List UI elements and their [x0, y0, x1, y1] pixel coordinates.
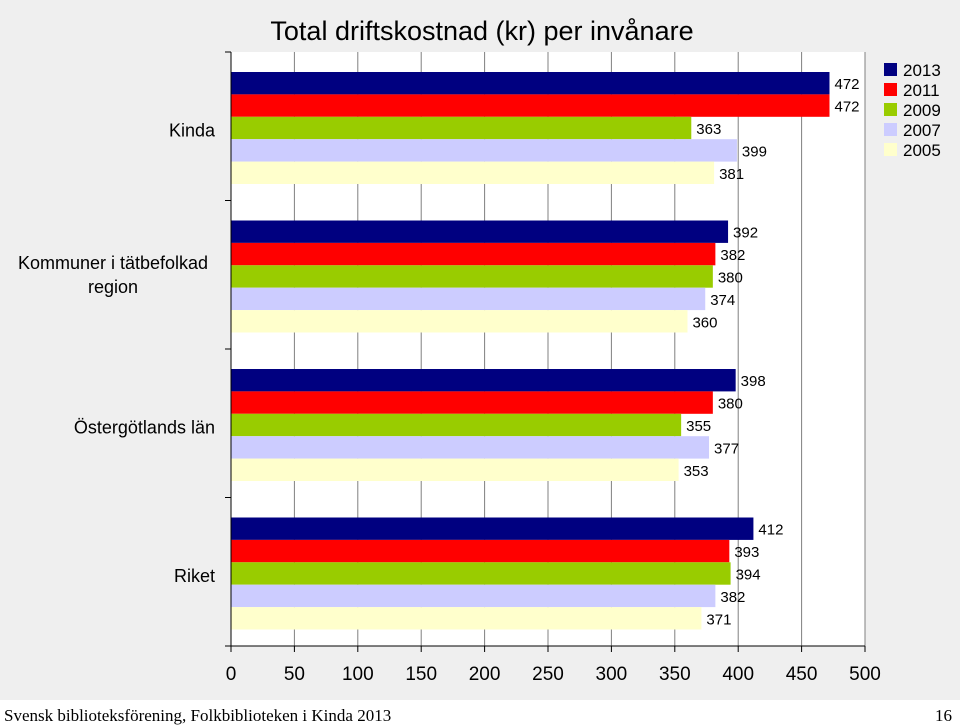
data-label: 392	[733, 225, 758, 242]
legend-label: 2013	[903, 61, 941, 80]
legend-label: 2011	[903, 81, 940, 100]
legend-label: 2005	[903, 141, 941, 160]
bar	[231, 242, 716, 266]
legend-swatch	[884, 143, 897, 156]
category-label: Riket	[174, 566, 215, 586]
x-tick-label: 150	[405, 664, 437, 685]
data-label: 394	[736, 567, 761, 584]
data-label: 371	[706, 611, 731, 628]
bar	[231, 139, 737, 162]
bar	[231, 413, 682, 437]
data-label: 380	[718, 396, 743, 413]
x-tick-label: 400	[722, 664, 754, 685]
bars	[231, 72, 830, 630]
legend-swatch	[884, 123, 897, 136]
footer-text: Svensk biblioteksförening, Folkbibliotek…	[4, 706, 392, 725]
bar	[231, 539, 730, 563]
legend-label: 2007	[903, 121, 941, 140]
bar	[231, 310, 688, 333]
x-tick-label: 50	[284, 664, 305, 685]
data-label: 360	[692, 314, 717, 331]
data-label: 382	[720, 589, 745, 606]
data-label: 374	[710, 292, 735, 309]
bar	[231, 517, 754, 540]
bar	[231, 265, 713, 288]
x-tick-label: 0	[226, 664, 237, 685]
data-label: 380	[718, 270, 743, 287]
data-label: 472	[834, 99, 859, 116]
category-labels: Kinda Kommuner i tätbefolkad region Östergö…	[18, 120, 216, 586]
value-labels: 4724723633993813923823803743603983803553…	[684, 76, 860, 628]
legend-label: 2009	[903, 101, 941, 120]
bar	[231, 72, 830, 95]
x-tick-label: 350	[659, 664, 691, 685]
legend-swatch	[884, 103, 897, 116]
data-label: 381	[719, 166, 744, 183]
x-tick-label: 250	[532, 664, 564, 685]
category-label: Östergötlands län	[74, 417, 215, 437]
chart-title: Total driftskostnad (kr) per invånare	[270, 16, 693, 46]
data-label: 363	[696, 121, 721, 138]
bar	[231, 369, 736, 392]
data-label: 398	[741, 373, 766, 390]
data-label: 472	[834, 76, 859, 93]
bar	[231, 94, 830, 117]
page-number: 16	[935, 706, 952, 725]
x-axis: 0 50 100 150 200 250 300 350 400 450 500	[225, 51, 881, 685]
data-label: 353	[684, 463, 709, 480]
bar-chart: Total driftskostnad (kr) per invånare 47…	[18, 16, 941, 685]
bar	[231, 436, 710, 459]
data-label: 399	[742, 143, 767, 160]
bar	[231, 220, 729, 243]
bar	[231, 562, 731, 585]
data-label: 377	[714, 440, 739, 457]
bar	[231, 287, 706, 311]
x-tick-label: 100	[342, 664, 374, 685]
x-tick-label: 450	[786, 664, 818, 685]
category-label: Kommuner i tätbefolkad region	[18, 253, 208, 297]
bar	[231, 116, 692, 140]
x-tick-label: 300	[596, 664, 628, 685]
bar	[231, 584, 716, 608]
legend-swatch	[884, 63, 897, 76]
legend-swatch	[884, 83, 897, 96]
bar	[231, 391, 713, 414]
x-tick-label: 500	[849, 664, 881, 685]
x-tick-label: 200	[469, 664, 501, 685]
category-label: Kinda	[169, 120, 216, 140]
data-label: 382	[720, 247, 745, 264]
bar	[231, 458, 679, 481]
data-label: 412	[758, 522, 783, 539]
bar	[231, 607, 702, 630]
data-label: 393	[734, 544, 759, 561]
bar	[231, 161, 715, 184]
data-label: 355	[686, 418, 711, 435]
